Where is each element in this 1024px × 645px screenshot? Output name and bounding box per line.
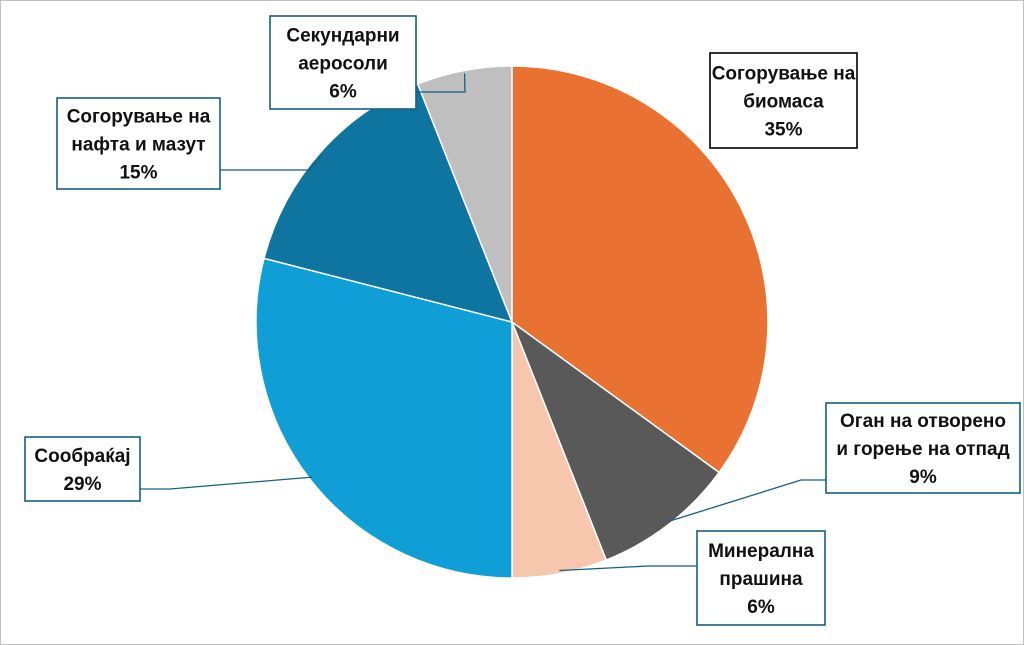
data-label-percent: 9% — [909, 467, 937, 488]
data-label-percent: 15% — [119, 163, 157, 184]
data-label-category: Сообраќај — [34, 446, 130, 467]
leader-line — [559, 565, 697, 572]
data-label-percent: 35% — [764, 120, 802, 141]
data-label-percent: 29% — [63, 474, 101, 495]
data-label-box — [709, 52, 858, 149]
data-label-box — [825, 402, 1021, 494]
data-label-category: Минерална — [708, 541, 814, 562]
data-label-percent: 6% — [329, 82, 357, 103]
leader-line — [140, 476, 313, 490]
data-label-percent: 6% — [747, 597, 775, 618]
data-label-box — [696, 530, 826, 626]
data-label-category: Оган на отворено — [840, 411, 1006, 432]
pie-slice — [511, 65, 769, 474]
pie-slice — [510, 319, 721, 561]
data-label-category: аеросоли — [298, 54, 388, 75]
data-label-category: нафта и мазут — [71, 135, 205, 156]
leader-line — [407, 73, 466, 93]
pie-slice — [255, 257, 513, 579]
data-label-category: Согорување на — [67, 107, 211, 128]
data-label-box — [24, 436, 141, 502]
pie-slices — [255, 65, 769, 579]
data-label-category: прашина — [719, 569, 803, 590]
data-label-category: и горење на отпад — [836, 439, 1009, 460]
leader-line — [666, 479, 826, 523]
data-label-callouts: Согорување на биомаса 35% Оган на отворено и… — [24, 15, 1021, 626]
data-label-box — [56, 97, 221, 190]
data-label-category: биомаса — [743, 92, 824, 113]
data-label-box — [269, 15, 417, 110]
leader-lines — [140, 73, 826, 572]
leader-line — [220, 154, 323, 171]
data-label-category: Согорување на — [712, 64, 856, 85]
pie-slice — [416, 65, 513, 323]
data-label-category: Секундарни — [286, 26, 399, 47]
